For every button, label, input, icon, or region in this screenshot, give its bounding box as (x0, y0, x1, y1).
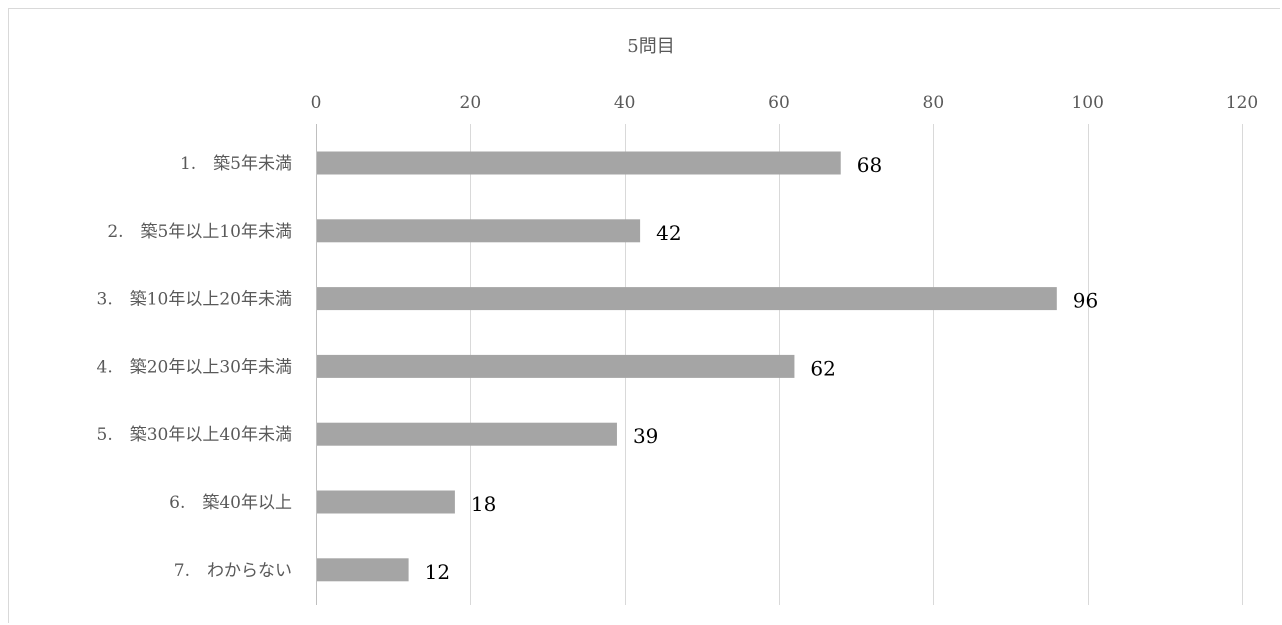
data-label: 68 (857, 153, 882, 177)
bar (317, 354, 795, 378)
x-tick-label: 120 (1226, 93, 1258, 113)
data-label: 18 (471, 492, 496, 516)
x-tick-label: 60 (768, 93, 790, 113)
bar (317, 287, 1057, 311)
category-label: 7. わからない (174, 561, 292, 581)
category-label: 3. 築10年以上20年未満 (97, 290, 292, 310)
bar (317, 490, 455, 514)
category-label: 5. 築30年以上40年未満 (97, 425, 292, 445)
data-label: 62 (810, 356, 835, 380)
x-tick-label: 80 (923, 93, 945, 113)
x-tick-label: 20 (460, 93, 482, 113)
category-labels: 1. 築5年未満 2. 築5年以上10年未満 3. 築10年以上20年未満 4. 築2… (97, 154, 292, 581)
data-label: 39 (633, 424, 658, 448)
x-axis-ticks: 0 20 40 60 80 100 120 (311, 93, 1259, 113)
category-label: 2. 築5年以上10年未満 (107, 222, 292, 242)
x-tick-label: 0 (311, 93, 322, 113)
bar (317, 558, 409, 582)
data-label: 42 (656, 221, 681, 245)
bar (317, 151, 841, 175)
bar (317, 422, 617, 446)
x-tick-label: 100 (1071, 93, 1103, 113)
bar (317, 219, 641, 243)
chart-area (8, 8, 1280, 623)
x-tick-label: 40 (614, 93, 636, 113)
category-label: 1. 築5年未満 (180, 154, 292, 174)
chart-title: 5問目 (627, 36, 674, 57)
data-label: 96 (1073, 289, 1098, 313)
category-label: 4. 築20年以上30年未満 (97, 357, 292, 377)
bars (317, 151, 1057, 582)
category-label: 6. 築40年以上 (169, 493, 292, 513)
data-labels: 68 42 96 62 39 18 12 (425, 153, 1099, 584)
data-label: 12 (425, 560, 450, 584)
